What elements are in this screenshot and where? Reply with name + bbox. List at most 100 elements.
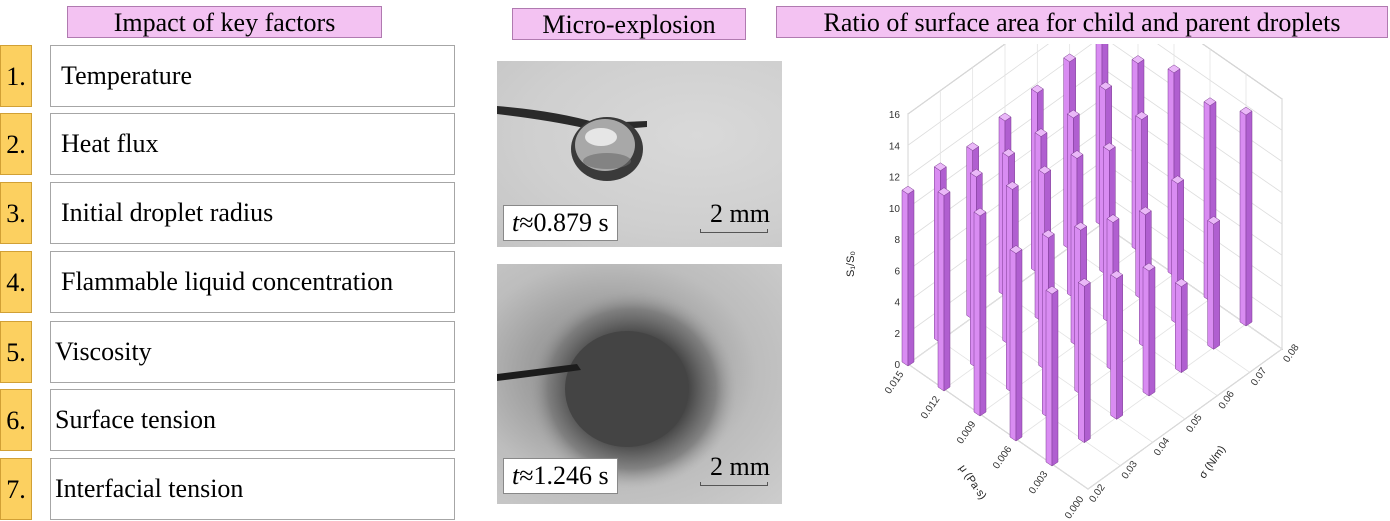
bar-top <box>937 187 951 196</box>
factor-number: 4. <box>0 251 32 313</box>
factor-number: 1. <box>0 45 32 107</box>
sigma-tick-label: 0.08 <box>1281 342 1301 365</box>
chart-svg: 0 2 4 6 8 10 12 14 16 0.000 0.003 0.006 0.009 0.012 0.… <box>845 44 1302 519</box>
bar-face-right <box>1015 249 1023 442</box>
explosion-image <box>497 289 737 489</box>
z-tick-label: 4 <box>894 298 900 309</box>
bar-top <box>1041 229 1055 239</box>
droplet-photo-early: t≈0.879 s 2 mm <box>497 61 782 247</box>
factors-title: Impact of key factors <box>67 6 382 38</box>
scale-label: 2 mm <box>710 199 770 228</box>
factor-number: 5. <box>0 321 32 383</box>
bar-face-left <box>1078 281 1085 444</box>
bar-face-right <box>907 189 915 367</box>
bar-face-left <box>1045 289 1053 467</box>
ratio-title: Ratio of surface area for child and pare… <box>776 6 1388 38</box>
z-axis-label: S₁/S₀ <box>845 251 857 277</box>
bar-top <box>1203 97 1217 106</box>
bar-face-right <box>1116 274 1123 420</box>
factor-label: Initial droplet radius <box>50 182 455 244</box>
bar-top <box>1009 245 1023 254</box>
bar-top <box>1138 206 1152 216</box>
bar-top <box>1106 214 1120 223</box>
bar-face-right <box>1245 110 1253 327</box>
factor-number: 3. <box>0 182 32 244</box>
mu-tick-label: 0.012 <box>919 394 943 421</box>
time-label: t≈1.246 s <box>503 458 618 494</box>
mu-tick-label: 0.003 <box>1027 469 1051 496</box>
micro-explosion-title: Micro-explosion <box>512 8 746 40</box>
bar-face-right <box>1213 219 1220 350</box>
z-tick-label: 8 <box>894 235 900 246</box>
bar-top <box>1034 128 1048 137</box>
factor-label: Surface tension <box>50 389 455 451</box>
mu-axis-label: μ (Pa·s) <box>956 463 988 502</box>
factor-number: 6. <box>0 389 32 451</box>
scale-label: 2 mm <box>710 452 770 481</box>
time-label: t≈0.879 s <box>503 205 618 241</box>
bar-top <box>1135 111 1149 120</box>
bar-face-right <box>943 191 951 392</box>
bar-face-left <box>1175 282 1182 374</box>
bar-top <box>1110 270 1124 280</box>
factor-number: 7. <box>0 458 32 520</box>
factor-label: Interfacial tension <box>50 458 455 520</box>
bar-top <box>1038 165 1052 175</box>
bar-face-left <box>1207 219 1214 350</box>
mu-tick-label: 0.009 <box>955 419 979 446</box>
z-tick-label: 10 <box>889 204 901 215</box>
bar-top <box>1239 106 1253 116</box>
bar-face-left <box>901 189 909 367</box>
bar-top <box>966 142 980 151</box>
bar-top <box>1131 55 1145 64</box>
bar-top <box>1063 53 1077 63</box>
surface-ratio-3d-chart: 0 2 4 6 8 10 12 14 16 0.000 0.003 0.006 0.009 0.012 0.… <box>820 44 1390 519</box>
bar-face-left <box>1239 110 1247 327</box>
bar-face-right <box>979 211 987 417</box>
mu-tick-label: 0.015 <box>883 369 907 396</box>
bar-face-left <box>1142 266 1150 397</box>
factor-number: 2. <box>0 113 32 175</box>
scale-bar <box>700 482 768 486</box>
bar-top <box>1142 262 1156 272</box>
bar-top <box>998 112 1012 122</box>
scale-bar <box>700 229 768 233</box>
bar-top <box>1070 150 1084 159</box>
bar-top <box>1030 84 1044 94</box>
bar-top <box>1171 175 1185 185</box>
bar-top <box>901 185 915 195</box>
bar-face-right <box>1051 289 1059 467</box>
bar-top <box>1077 278 1091 287</box>
sigma-axis-label: σ (N/m) <box>1197 444 1228 481</box>
factor-label: Heat flux <box>50 113 455 175</box>
bar-face-right <box>1148 266 1156 397</box>
factor-label: Viscosity <box>50 321 455 383</box>
droplet-photo-explosion: t≈1.246 s 2 mm <box>497 264 782 504</box>
bar-top <box>969 168 983 178</box>
bar-top <box>973 207 987 217</box>
bar-face-left <box>1110 274 1117 420</box>
bar-face-left <box>973 211 981 417</box>
bar-face-right <box>1084 281 1091 444</box>
bar-top <box>1066 109 1080 119</box>
bar-top <box>1005 181 1019 190</box>
factor-label: Flammable liquid concentration <box>50 251 455 313</box>
z-tick-label: 14 <box>889 141 901 152</box>
z-tick-label: 12 <box>889 173 901 184</box>
mu-tick-label: 0.000 <box>1063 494 1087 519</box>
droplet-image <box>497 106 647 181</box>
bar-face-right <box>1181 282 1188 374</box>
z-tick-label: 0 <box>894 360 900 371</box>
bar-top <box>1099 81 1113 91</box>
bar-top <box>1045 285 1059 295</box>
z-tick-label: 2 <box>894 329 900 340</box>
bar-top <box>1074 221 1088 231</box>
z-tick-label: 6 <box>894 266 900 277</box>
bar-top <box>933 162 947 172</box>
bar-top <box>1102 142 1116 152</box>
z-tick-label: 16 <box>889 110 901 121</box>
mu-tick-label: 0.006 <box>991 444 1015 471</box>
bar-top <box>1167 64 1181 74</box>
bar-face-left <box>937 191 945 392</box>
bar-top <box>1174 278 1188 288</box>
